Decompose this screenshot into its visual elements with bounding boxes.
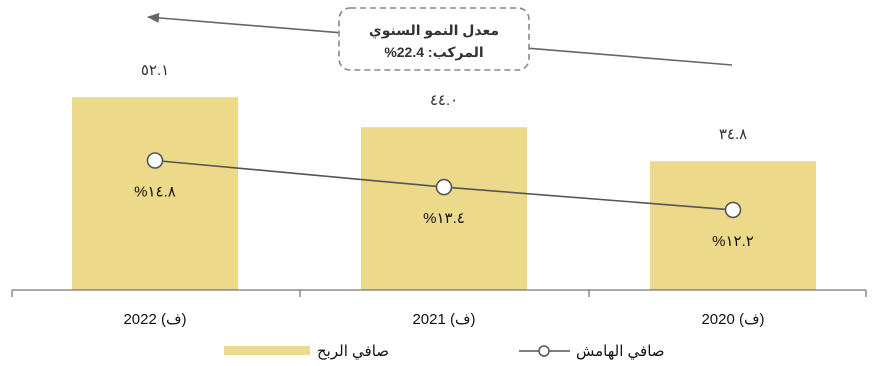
bar-value-label: ٣٤.٨ [719,126,747,143]
bar-net-profit [650,161,816,290]
margin-labels-group: %١٤.٨ %١٣.٤ %١٢.٢ [134,184,754,250]
x-tick-label: 2020 (ف) [701,311,764,328]
bar-value-label: ٤٤.٠ [430,92,458,109]
bar-net-profit [72,97,238,290]
net-margin-label: %١٣.٤ [423,210,465,227]
legend-marker-net-margin [538,345,550,357]
cagr-box [338,7,530,71]
cagr-line2: المركب: 22.4% [384,44,483,61]
bars-group [72,97,816,290]
x-tick-label: 2021 (ف) [412,311,475,328]
cagr-line1: معدل النمو السنوي [369,22,499,40]
legend-swatch-net-profit [224,346,310,355]
x-tick-label: 2022 (ف) [123,311,186,328]
x-axis-tick-labels: 2022 (ف) 2021 (ف) 2020 (ف) [123,311,764,328]
net-margin-marker [724,201,742,219]
margin-line-group [146,152,742,219]
value-labels-group: ٥٢.١ ٤٤.٠ ٣٤.٨ [141,62,747,143]
bar-value-label: ٥٢.١ [141,62,169,79]
legend-label-net-margin: صافي الهامش [576,343,665,361]
bar-net-profit [361,127,527,290]
legend-label-net-profit: صافي الربح [317,343,389,361]
net-margin-marker [146,152,164,169]
net-margin-label: %١٤.٨ [134,184,176,201]
x-axis-ticks [11,290,867,297]
net-margin-label: %١٢.٢ [712,233,754,250]
net-margin-marker [435,178,453,196]
